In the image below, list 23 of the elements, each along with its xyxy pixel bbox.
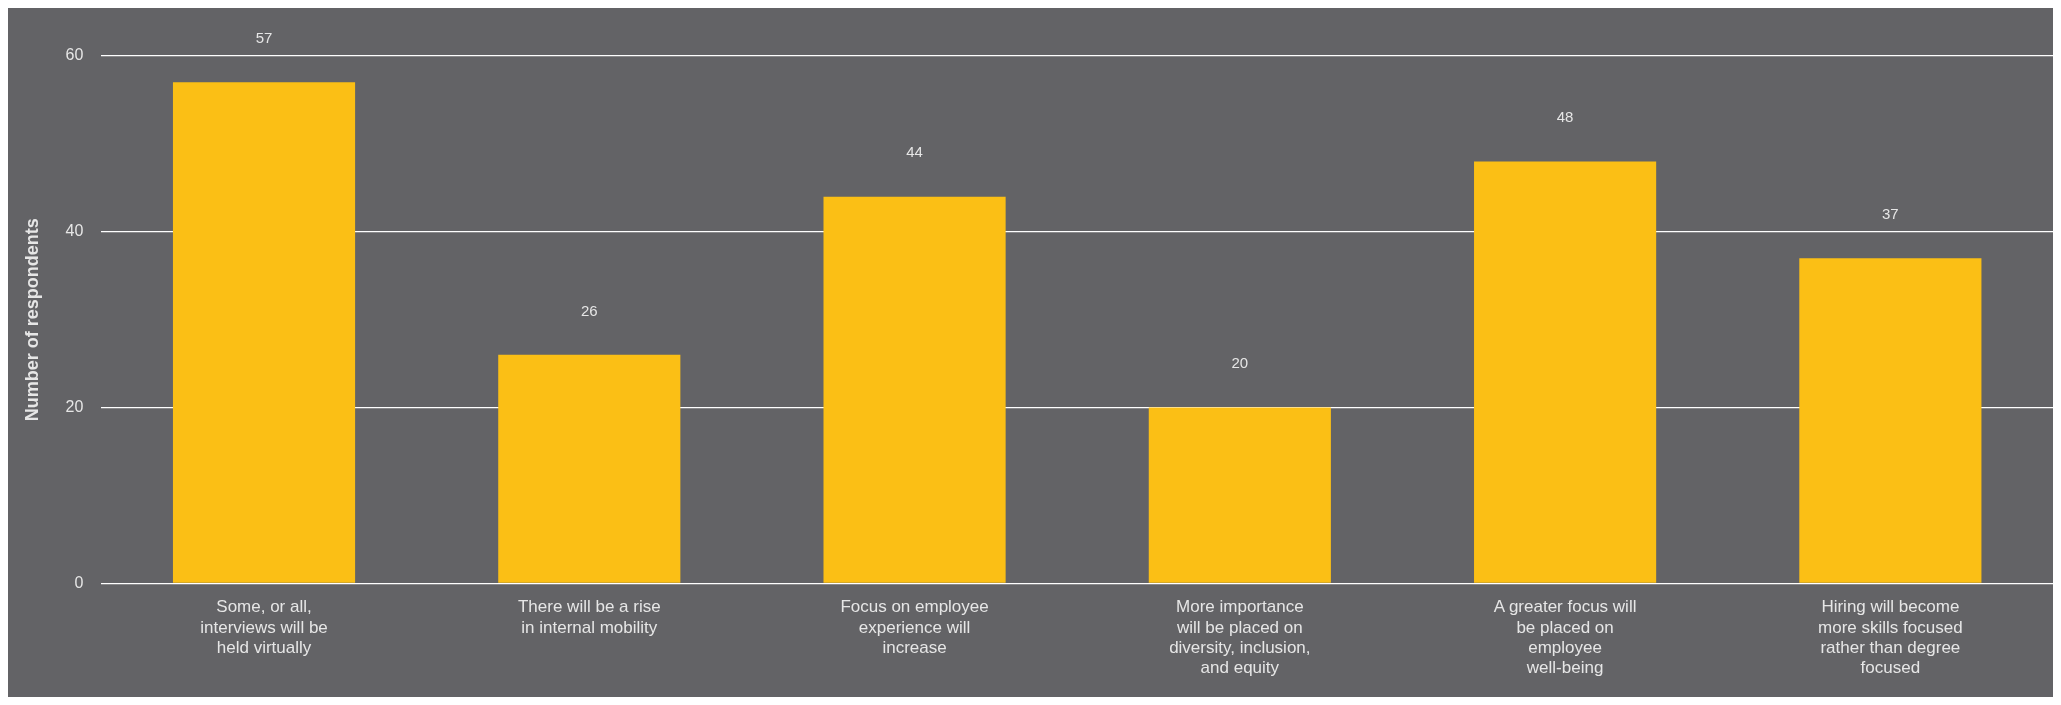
bar (1474, 161, 1657, 583)
bar (823, 196, 1006, 583)
data-label: 20 (1231, 354, 1249, 372)
y-tick-label: 20 (65, 398, 84, 416)
y-tick-label: 40 (65, 222, 84, 240)
y-tick-label: 0 (74, 573, 84, 591)
x-tick-label: Focus on employee experience will increase (840, 597, 989, 658)
x-tick-label: A greater focus will be placed on employee well-being (1493, 597, 1637, 678)
data-label: 37 (1882, 204, 1899, 222)
x-tick-label: More importance will be placed on diversity, inclusion, and equity (1169, 597, 1311, 678)
bar (1148, 407, 1331, 583)
x-tick-label: Some, or all, interviews will be held virtually (200, 597, 328, 658)
data-label: 57 (255, 29, 273, 47)
x-tick-label: There will be a rise in internal mobility (517, 597, 661, 637)
data-label: 44 (906, 143, 923, 161)
x-tick-label: Hiring will become more skills focused rather than degree focused (1818, 597, 1963, 678)
y-axis-title: Number of respondents (21, 218, 42, 422)
data-label: 26 (580, 301, 598, 319)
bar (1799, 258, 1982, 583)
data-label: 48 (1556, 108, 1574, 126)
bar (498, 354, 681, 583)
y-tick-label: 60 (65, 46, 84, 64)
bar (172, 82, 356, 583)
